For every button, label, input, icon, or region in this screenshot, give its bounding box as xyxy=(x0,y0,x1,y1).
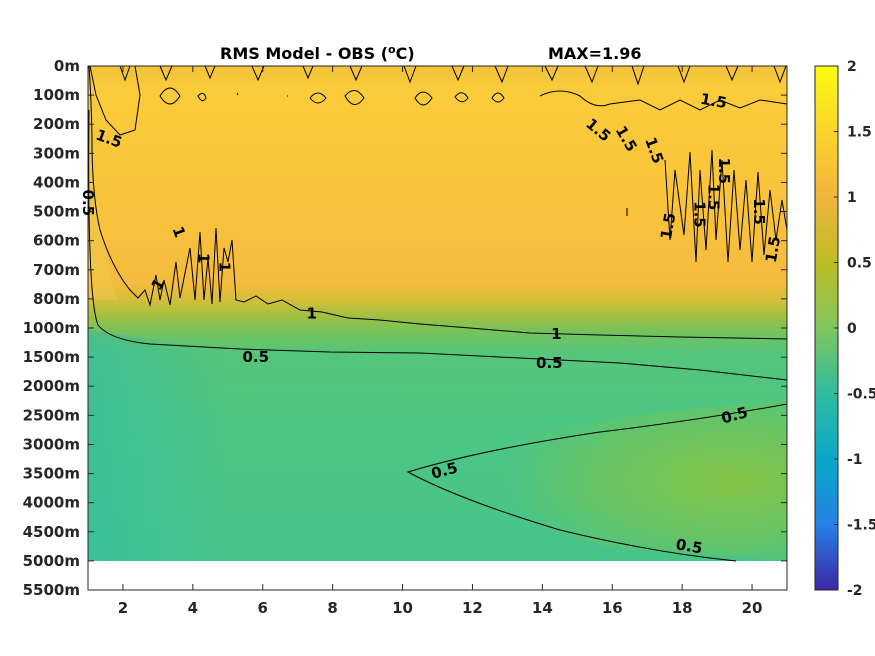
deep-warm-tongue xyxy=(408,400,787,561)
x-tick-label: 8 xyxy=(327,599,337,617)
y-tick-label: 5000m xyxy=(23,552,80,570)
y-tick-label: 100m xyxy=(33,86,80,104)
contour-label: 1.5 xyxy=(705,184,723,211)
colorbar-tick-label: 1 xyxy=(847,190,857,206)
x-axis: 2 4 6 8 10 12 14 16 18 20 xyxy=(118,66,763,617)
y-tick-label: 5500m xyxy=(23,581,80,599)
x-tick-label: 10 xyxy=(392,599,413,617)
contour-label: 0.5 xyxy=(79,190,97,217)
contour-label: 1 xyxy=(306,304,316,322)
contour-label: 0.5 xyxy=(674,535,703,557)
contour-1.5-top-teeth xyxy=(119,65,787,86)
x-tick-label: 18 xyxy=(672,599,693,617)
x-tick-label: 14 xyxy=(532,599,553,617)
y-tick-label: 1000m xyxy=(23,319,80,337)
y-tick-label: 4500m xyxy=(23,523,80,541)
contour-label: 0.5 xyxy=(536,354,563,372)
contour-label: 1.5 xyxy=(750,198,768,225)
colorbar: 2 1.5 1 0.5 0 -0.5 -1 -1.5 -2 xyxy=(814,59,875,599)
colorbar-tick-label: -1 xyxy=(847,452,863,468)
contour-label: 1 xyxy=(194,253,212,263)
chart-title: RMS Model - OBS (oC) MAX=1.96 xyxy=(220,43,642,63)
contour-label: 1.5 xyxy=(657,211,679,240)
masked-bottom xyxy=(88,561,787,590)
colorbar-tick-label: 1.5 xyxy=(847,125,872,141)
contour-label: 1 xyxy=(215,262,233,272)
contour-1.5-small-marks xyxy=(236,92,628,216)
max-label: MAX=1.96 xyxy=(548,44,642,63)
y-tick-label: 400m xyxy=(33,173,80,191)
y-tick-label: 2500m xyxy=(23,406,80,424)
contour-label: 1.5 xyxy=(699,90,728,112)
y-tick-label: 700m xyxy=(33,261,80,279)
y-tick-label: 800m xyxy=(33,290,80,308)
contour-label: 1.5 xyxy=(691,201,709,228)
plot-area xyxy=(88,66,787,590)
contour-label: 1.5 xyxy=(762,235,784,264)
y-axis: 0m 100m 200m 300m 400m 500m 600m 700m 800m 1000m 1… xyxy=(23,57,787,599)
contour-label: 1.5 xyxy=(715,158,733,185)
contour-0.5-upper xyxy=(88,109,788,381)
colorbar-tick-label: -1.5 xyxy=(847,518,875,534)
deep-left-band xyxy=(88,330,230,561)
colorbar-tick-label: 2 xyxy=(847,59,857,75)
contour-1.5-right-spikes xyxy=(664,149,788,263)
contour-1.5-bubbles xyxy=(159,87,505,106)
y-tick-label: 600m xyxy=(33,232,80,250)
contour-lines xyxy=(88,65,788,562)
y-tick-label: 200m xyxy=(33,115,80,133)
contour-label: 0.5 xyxy=(242,348,269,366)
x-tick-label: 2 xyxy=(118,599,128,617)
x-tick-label: 4 xyxy=(188,599,198,617)
contour-0.5-deep xyxy=(406,403,788,562)
x-tick-label: 12 xyxy=(462,599,483,617)
x-tick-label: 6 xyxy=(258,599,268,617)
shallow-left-wedge xyxy=(88,66,118,300)
colorbar-tick-label: 0.5 xyxy=(847,256,872,272)
x-tick-label: 20 xyxy=(742,599,763,617)
x-tick-label: 16 xyxy=(602,599,623,617)
y-tick-label: 500m xyxy=(33,203,80,221)
colorbar-ticks: 2 1.5 1 0.5 0 -0.5 -1 -1.5 -2 xyxy=(834,59,875,599)
contour-1.5-upper-left xyxy=(89,65,141,136)
y-tick-label: 4000m xyxy=(23,494,80,512)
title-text: RMS Model - OBS (oC) xyxy=(220,43,415,63)
colorbar-tick-label: 0 xyxy=(847,321,857,337)
y-tick-label: 3500m xyxy=(23,465,80,483)
y-tick-label: 2000m xyxy=(23,377,80,395)
y-tick-label: 300m xyxy=(33,144,80,162)
contour-1.5-upper-right xyxy=(539,90,788,111)
colorbar-tick-label: -0.5 xyxy=(847,387,875,403)
contour-1-upper-left xyxy=(88,65,788,340)
colorbar-tick-label: -2 xyxy=(847,583,863,599)
y-tick-label: 3000m xyxy=(23,435,80,453)
y-tick-label: 0m xyxy=(54,57,80,75)
y-tick-label: 1500m xyxy=(23,348,80,366)
contour-label: 1 xyxy=(551,325,561,343)
